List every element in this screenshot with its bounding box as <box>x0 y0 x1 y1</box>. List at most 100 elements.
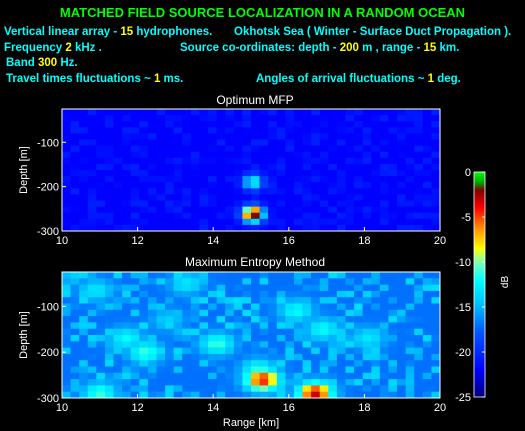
plot1-cell <box>285 133 295 140</box>
plot1-cell <box>139 109 149 116</box>
plot1-cell <box>70 194 80 201</box>
plot1-cell <box>431 145 441 152</box>
plot2-cell <box>371 316 381 323</box>
plot2-cell <box>173 335 183 342</box>
plot1-cell <box>199 182 209 189</box>
plot1-cell <box>251 145 260 152</box>
plot2-cell <box>182 385 192 392</box>
plot1-cell <box>233 115 243 122</box>
plot2-cell <box>345 303 355 311</box>
plot2-cell <box>216 335 226 342</box>
plot2-cell <box>379 379 389 386</box>
plot2-cell <box>139 316 149 323</box>
plot2-cell <box>328 278 338 285</box>
plot1-cell <box>147 115 157 122</box>
plot2-cell <box>208 335 217 342</box>
plot1-cell <box>104 176 114 183</box>
plot2-cell <box>70 322 80 329</box>
plot1-cell <box>345 139 355 146</box>
plot1-cell <box>293 176 303 183</box>
plot2-cell <box>216 284 226 292</box>
plot1-cell <box>233 151 243 159</box>
plot1-cell <box>311 182 321 189</box>
plot2-cell <box>208 372 217 380</box>
plot2-cell <box>268 328 278 336</box>
plot2-cell <box>431 385 441 392</box>
plot2-cell <box>233 297 243 304</box>
plot2-cell <box>113 335 123 342</box>
plot2-cell <box>276 322 286 329</box>
plot1-heatmap <box>62 109 441 232</box>
plot1-cell <box>79 224 89 232</box>
plot2-cell <box>268 284 278 292</box>
plot2-cell <box>371 379 381 386</box>
plot1-cell <box>311 115 321 122</box>
plot2-cell <box>96 372 106 380</box>
plot2-cell <box>165 347 174 355</box>
plot2-cell <box>113 353 123 361</box>
plot1-cell <box>173 133 183 140</box>
plot1-cell <box>130 121 140 128</box>
plot1-cell <box>302 139 312 146</box>
plot2-cell <box>362 278 372 285</box>
plot1-cell <box>139 224 149 232</box>
plot1-cell <box>242 127 252 134</box>
plot2-ytick-label: -200 <box>37 347 59 359</box>
plot2-cell <box>139 385 149 392</box>
plot1-cell <box>379 139 389 146</box>
plot2-cell <box>259 309 269 317</box>
plot1-cell <box>293 127 303 134</box>
plot2-cell <box>328 272 338 279</box>
plot1-axes: 10 12 14 16 18 20-100-200-300 <box>37 137 446 247</box>
plot2-cell <box>165 290 174 298</box>
plot2-cell <box>405 278 415 285</box>
plot1-cell <box>285 170 295 177</box>
plot2-cell <box>62 322 71 329</box>
plot1-cell <box>122 188 132 195</box>
plot2-cell <box>139 328 149 336</box>
plot1-cell <box>293 145 303 152</box>
plot1-cell <box>62 109 71 116</box>
plot2-cell <box>165 322 174 329</box>
plot1-cell <box>87 157 97 165</box>
colorbar-label: dB <box>500 276 511 289</box>
plot2-cell <box>259 290 269 298</box>
plot1-cell <box>345 212 355 220</box>
plot2-cell <box>276 360 286 367</box>
plot1-cell <box>216 115 226 122</box>
plot1-cell <box>302 194 312 201</box>
plot1-cell <box>199 115 209 122</box>
plot1-cell <box>130 194 140 201</box>
plot2-cell <box>173 372 183 380</box>
plot2-cell <box>302 379 312 386</box>
plot1-cell <box>319 176 329 183</box>
plot1-cell <box>147 127 157 134</box>
plot2-cell <box>251 322 260 329</box>
plot2-cell <box>87 328 97 336</box>
plot2-cell <box>242 335 252 342</box>
plot2-cell <box>388 297 398 304</box>
plot1-cell <box>354 157 363 165</box>
plot2-cell <box>96 303 106 311</box>
plot2-cell <box>379 328 389 336</box>
plot1-cell <box>216 170 226 177</box>
plot1-cell <box>405 133 415 140</box>
plot1-cell <box>259 133 269 140</box>
plot1-cell <box>285 224 295 232</box>
plot1-cell <box>414 127 424 134</box>
plot1-cell <box>62 145 71 152</box>
plot1-cell <box>268 188 278 195</box>
plot1-cell <box>139 145 149 152</box>
plot2-cell <box>259 353 269 361</box>
plot1-cell <box>233 121 243 128</box>
plot2-cell <box>87 379 97 386</box>
plot1-cell <box>431 157 441 165</box>
plot2-cell <box>285 272 295 279</box>
plot1-cell <box>130 176 140 183</box>
plot1-cell <box>190 206 200 213</box>
plot2-cell <box>242 290 252 298</box>
colorbar-ticks: 0-5-10-15-20-25 <box>455 167 485 404</box>
plot2-cell <box>182 309 192 317</box>
plot1-cell <box>216 194 226 201</box>
plot1-cell <box>199 194 209 201</box>
